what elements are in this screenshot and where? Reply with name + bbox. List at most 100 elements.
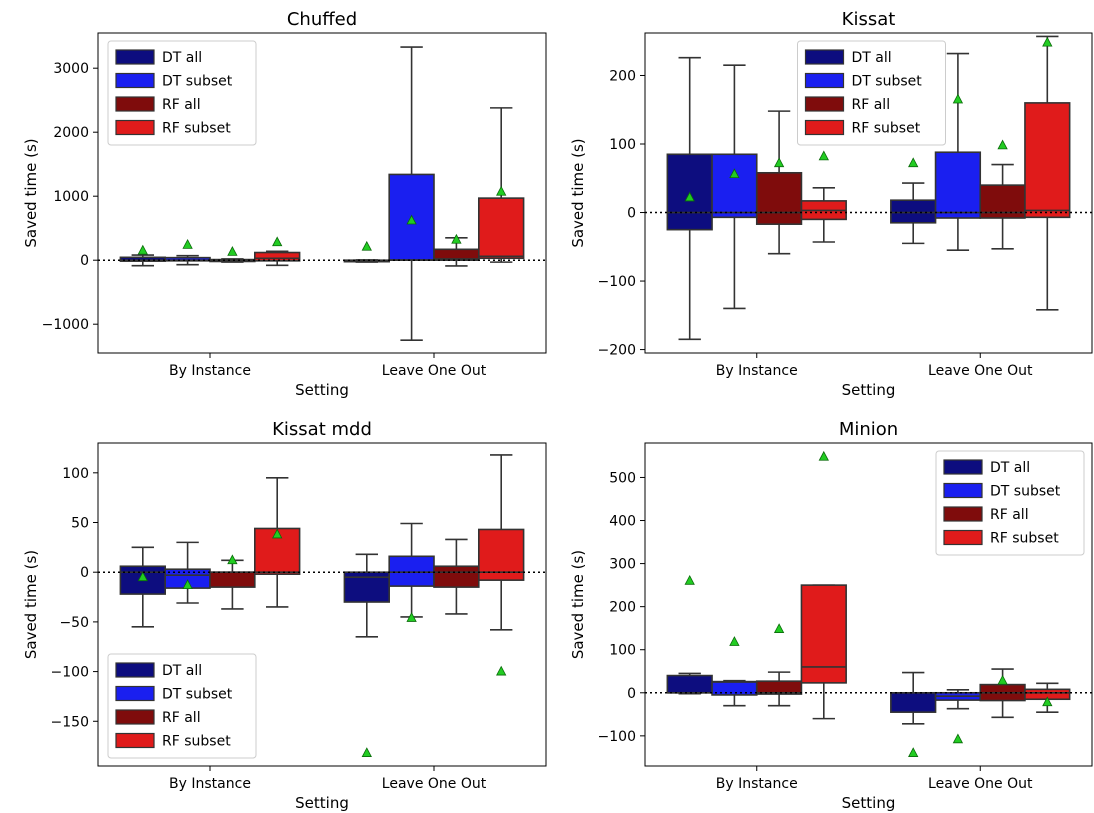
legend-label: DT subset bbox=[162, 74, 233, 90]
mean-marker bbox=[1042, 696, 1053, 707]
mean-marker bbox=[818, 450, 829, 461]
box-rf-all bbox=[979, 668, 1026, 719]
y-axis-label: Saved time (s) bbox=[569, 138, 587, 247]
plot-frame bbox=[97, 442, 547, 767]
x-tick-label: By Instance bbox=[716, 363, 798, 379]
x-tick-label: Leave One Out bbox=[382, 776, 487, 792]
legend-swatch bbox=[943, 506, 983, 522]
x-tick-label: By Instance bbox=[169, 363, 251, 379]
box-dt-all bbox=[343, 553, 390, 757]
box-dt-subset bbox=[388, 46, 435, 342]
box-dt-all bbox=[119, 546, 167, 628]
mean-marker bbox=[227, 554, 238, 565]
legend-swatch bbox=[804, 72, 845, 89]
legend-swatch bbox=[115, 119, 155, 136]
legend-label: RF subset bbox=[852, 121, 921, 137]
plot-frame bbox=[97, 32, 547, 354]
chart-title: Minion bbox=[839, 419, 898, 440]
legend-label: RF all bbox=[852, 97, 891, 113]
x-tick-label: Leave One Out bbox=[382, 363, 487, 379]
legend-label: RF subset bbox=[162, 121, 231, 137]
legend-swatch bbox=[115, 49, 155, 65]
box-rf-subset bbox=[1024, 682, 1071, 713]
y-axis-label: Saved time (s) bbox=[569, 550, 587, 659]
legend-swatch bbox=[115, 72, 155, 89]
legend-swatch bbox=[115, 96, 155, 112]
box-rf-subset bbox=[800, 150, 847, 243]
x-tick-label: Leave One Out bbox=[928, 776, 1033, 792]
box-dt-all bbox=[119, 244, 167, 267]
legend-label: RF all bbox=[162, 97, 201, 113]
mean-marker bbox=[818, 150, 829, 161]
legend: DT all DT subset RF all RF subset bbox=[797, 40, 946, 146]
y-tick-label: 100 bbox=[609, 137, 636, 153]
y-tick-label: −150 bbox=[51, 714, 89, 730]
y-tick-label: 3000 bbox=[53, 61, 89, 77]
chart-title: Kissat mdd bbox=[272, 419, 372, 440]
box-body bbox=[666, 674, 713, 694]
mean-marker bbox=[729, 636, 740, 646]
y-tick-label: 300 bbox=[609, 557, 636, 573]
mean-marker bbox=[272, 236, 283, 247]
y-tick-label: −100 bbox=[598, 729, 636, 745]
y-tick-label: 2000 bbox=[53, 125, 89, 141]
legend-swatch bbox=[115, 732, 155, 749]
mean-marker bbox=[952, 733, 964, 744]
box-dt-subset bbox=[388, 522, 435, 622]
x-tick-label: By Instance bbox=[169, 776, 251, 792]
mean-marker bbox=[729, 168, 740, 179]
box-body bbox=[477, 197, 525, 260]
y-tick-label: 200 bbox=[609, 68, 636, 84]
box-rf-subset bbox=[477, 107, 525, 263]
mean-marker bbox=[496, 185, 507, 196]
legend-label: DT all bbox=[852, 50, 892, 66]
box-rf-all bbox=[755, 110, 803, 255]
legend-label: DT all bbox=[990, 460, 1030, 476]
legend-frame bbox=[107, 653, 257, 759]
legend-swatch bbox=[943, 529, 983, 546]
box-dt-subset bbox=[934, 688, 982, 744]
x-axis-label: Setting bbox=[295, 794, 349, 812]
box-rf-subset bbox=[254, 476, 301, 608]
legend-swatch bbox=[115, 662, 155, 678]
legend-swatch bbox=[804, 119, 845, 136]
box-dt-subset bbox=[711, 636, 758, 707]
mean-marker bbox=[997, 139, 1008, 150]
mean-marker bbox=[406, 214, 417, 225]
y-tick-label: 100 bbox=[62, 466, 89, 482]
legend-label: RF subset bbox=[162, 734, 231, 750]
mean-marker bbox=[361, 747, 372, 757]
y-tick-label: 0 bbox=[80, 253, 89, 269]
box-body bbox=[254, 251, 301, 262]
mean-marker bbox=[182, 238, 193, 249]
mean-marker bbox=[227, 246, 238, 256]
y-tick-label: 100 bbox=[609, 643, 636, 659]
chart-title: Kissat bbox=[842, 9, 896, 30]
box-body bbox=[755, 680, 803, 695]
y-axis-label: Saved time (s) bbox=[22, 138, 40, 247]
box-rf-all bbox=[755, 623, 803, 707]
y-tick-label: 0 bbox=[627, 686, 636, 702]
box-rf-all bbox=[979, 139, 1026, 250]
box-dt-all bbox=[343, 240, 390, 263]
legend-swatch bbox=[804, 96, 845, 112]
legend-label: RF subset bbox=[990, 531, 1059, 547]
box-rf-all bbox=[433, 233, 480, 267]
mean-marker bbox=[137, 244, 148, 255]
y-tick-label: −100 bbox=[51, 665, 89, 681]
mean-marker bbox=[361, 240, 372, 251]
legend: DT all DT subset RF all RF subset bbox=[107, 653, 257, 759]
box-dt-all bbox=[890, 157, 937, 245]
mean-marker bbox=[908, 747, 919, 757]
box-dt-all bbox=[890, 671, 937, 757]
legend-label: DT all bbox=[162, 663, 202, 679]
mean-marker bbox=[272, 528, 283, 539]
mean-marker bbox=[952, 93, 964, 104]
y-tick-label: 0 bbox=[627, 206, 636, 222]
box-body bbox=[800, 584, 847, 684]
x-tick-label: Leave One Out bbox=[928, 363, 1033, 379]
box-dt-subset bbox=[934, 52, 982, 252]
mean-marker bbox=[182, 579, 193, 590]
box-rf-subset bbox=[254, 236, 301, 267]
